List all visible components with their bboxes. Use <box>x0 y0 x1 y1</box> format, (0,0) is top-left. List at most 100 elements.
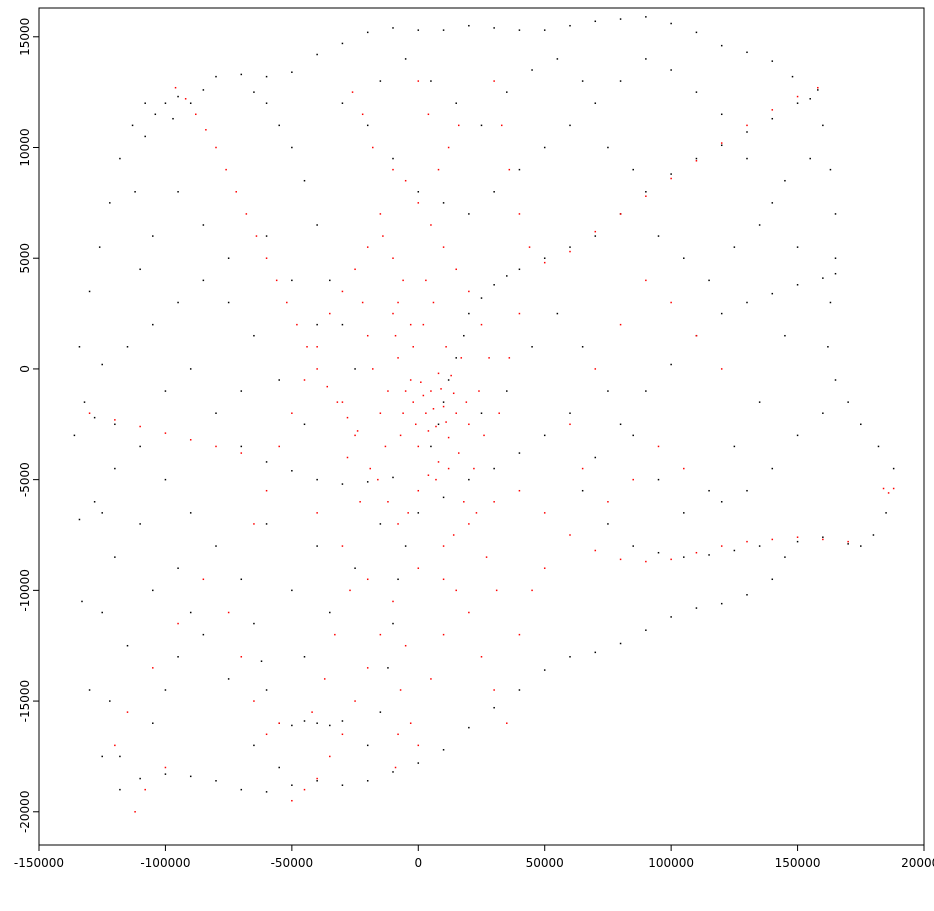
black-data-point <box>164 102 167 104</box>
red-data-point <box>473 467 475 470</box>
black-data-point <box>240 73 243 76</box>
black-data-point <box>493 284 495 286</box>
x-tick-label: 150000 <box>775 856 821 870</box>
red-data-point <box>202 578 205 581</box>
black-data-point <box>126 346 129 348</box>
red-data-point <box>195 113 197 116</box>
red-data-point <box>670 177 672 180</box>
red-data-point <box>452 534 455 536</box>
black-data-point <box>88 290 91 293</box>
black-data-point <box>746 489 748 492</box>
black-data-point <box>303 423 306 426</box>
red-data-point <box>508 168 511 171</box>
red-data-point <box>720 368 723 370</box>
black-data-point <box>822 536 824 538</box>
red-data-point <box>329 755 331 758</box>
black-data-point <box>329 611 331 614</box>
red-data-point <box>397 733 399 736</box>
red-data-point <box>720 142 723 144</box>
red-data-point <box>369 467 371 470</box>
red-data-point <box>531 589 533 592</box>
red-data-point <box>265 733 268 736</box>
black-data-point <box>758 401 761 403</box>
red-data-point <box>427 113 430 116</box>
black-data-point <box>227 257 230 259</box>
black-data-point <box>822 412 824 414</box>
red-data-point <box>366 667 369 669</box>
black-data-point <box>126 644 129 647</box>
red-data-point <box>670 558 672 561</box>
black-data-point <box>366 31 369 34</box>
black-data-point <box>645 191 647 193</box>
red-data-point <box>336 401 339 403</box>
red-data-point <box>427 430 430 432</box>
black-data-point <box>581 80 584 82</box>
black-data-point <box>442 202 445 204</box>
black-data-point <box>139 268 141 271</box>
red-data-point <box>518 633 521 636</box>
black-data-point <box>442 496 445 499</box>
black-data-point <box>392 622 394 625</box>
red-data-point <box>480 656 483 658</box>
black-data-point <box>829 168 832 171</box>
red-data-point <box>286 301 288 304</box>
black-data-point <box>139 523 141 525</box>
red-data-point <box>346 456 349 459</box>
red-data-point <box>245 213 248 215</box>
red-data-point <box>445 421 447 423</box>
red-data-point <box>265 489 268 492</box>
black-data-point <box>607 146 609 149</box>
black-data-point <box>202 224 205 226</box>
red-data-point <box>430 390 432 392</box>
black-data-point <box>316 224 318 226</box>
red-data-point <box>440 388 442 390</box>
black-data-point <box>291 470 293 472</box>
black-data-point <box>746 157 748 160</box>
red-data-point <box>435 478 437 481</box>
black-data-point <box>543 434 546 437</box>
black-data-point <box>265 461 268 463</box>
black-data-point <box>119 788 121 791</box>
red-data-point <box>394 334 397 337</box>
black-data-point <box>543 29 546 31</box>
red-data-point <box>478 390 480 392</box>
black-data-point <box>260 660 263 662</box>
x-tick-label: 200000 <box>901 856 934 870</box>
x-tick-label: 0 <box>414 856 422 870</box>
black-data-point <box>493 706 495 709</box>
black-data-point <box>556 58 559 60</box>
black-data-point <box>81 600 83 603</box>
red-data-point <box>457 124 460 127</box>
black-data-point <box>366 481 369 483</box>
red-data-point <box>152 667 154 669</box>
red-data-point <box>632 478 634 481</box>
black-data-point <box>202 89 205 91</box>
black-data-point <box>695 91 698 93</box>
black-data-point <box>316 323 318 326</box>
red-data-point <box>442 405 445 408</box>
black-data-point <box>341 42 344 45</box>
black-data-point <box>506 275 508 277</box>
black-data-point <box>531 69 533 71</box>
black-data-point <box>809 157 811 160</box>
black-data-point <box>720 113 723 116</box>
red-data-point <box>265 257 268 259</box>
red-data-point <box>607 501 609 503</box>
black-data-point <box>316 722 318 724</box>
black-data-point <box>78 518 81 521</box>
red-data-point <box>407 512 409 514</box>
red-data-point <box>796 95 799 98</box>
red-data-point <box>645 279 647 282</box>
black-data-point <box>796 434 799 437</box>
red-data-point <box>346 416 349 419</box>
black-data-point <box>594 235 597 237</box>
black-data-point <box>366 124 369 127</box>
black-data-point <box>101 755 103 758</box>
red-data-point <box>227 611 230 614</box>
red-data-point <box>508 357 511 359</box>
black-data-point <box>809 98 811 100</box>
black-data-point <box>860 423 862 426</box>
black-data-point <box>387 667 389 669</box>
red-data-point <box>430 678 432 680</box>
red-data-point <box>387 501 389 503</box>
